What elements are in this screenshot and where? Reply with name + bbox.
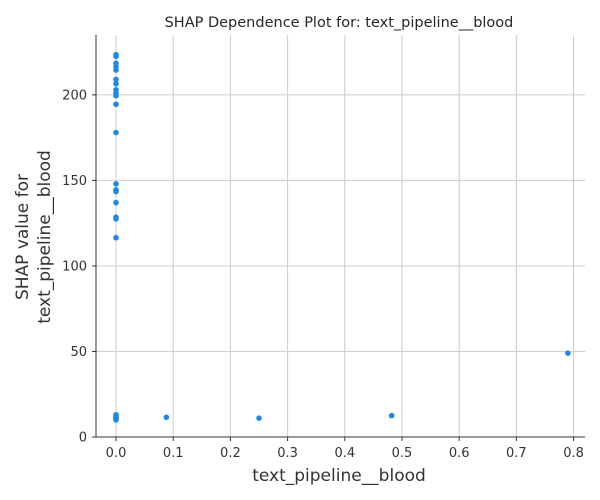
- x-tick-label: 0.6: [449, 446, 470, 461]
- scatter-point: [113, 129, 119, 136]
- scatter-point: [113, 181, 119, 187]
- x-tick-label: 0.4: [334, 446, 355, 461]
- scatter-point: [113, 53, 119, 60]
- x-axis-label: text_pipeline__blood: [252, 466, 426, 486]
- x-tick-label: 0.3: [277, 446, 298, 461]
- scatter-point: [256, 415, 262, 421]
- x-axis-ticks: 0.0 0.1 0.2 0.3 0.4 0.5 0.6 0.7 0.8: [106, 437, 584, 461]
- x-tick-label: 0.8: [563, 446, 584, 461]
- scatter-point: [113, 67, 119, 73]
- scatter-point: [113, 101, 119, 108]
- scatter-point: [113, 76, 119, 83]
- scatter-point: [113, 92, 119, 99]
- scatter-point: [113, 188, 119, 195]
- scatter-point: [113, 234, 119, 241]
- y-tick-label: 150: [62, 174, 87, 189]
- x-gridlines: [115, 35, 575, 437]
- scatter-point: [565, 350, 571, 356]
- scatter-point: [163, 414, 170, 421]
- x-tick-label: 0.0: [106, 446, 127, 461]
- y-tick-label: 200: [62, 88, 87, 103]
- y-axis-label-line-1: SHAP value for: [13, 174, 33, 300]
- scatter-points: [113, 51, 571, 423]
- scatter-point: [388, 412, 395, 419]
- x-tick-label: 0.1: [163, 446, 184, 461]
- scatter-point: [113, 199, 119, 206]
- y-tick-label: 100: [62, 259, 87, 274]
- x-tick-label: 0.7: [506, 446, 527, 461]
- x-tick-label: 0.5: [392, 446, 413, 461]
- chart-title: SHAP Dependence Plot for: text_pipeline_…: [165, 15, 514, 31]
- y-tick-label: 0: [79, 431, 87, 446]
- y-axis-label-line-2: text_pipeline__blood: [35, 150, 55, 324]
- x-tick-label: 0.2: [220, 446, 241, 461]
- scatter-point: [113, 216, 119, 222]
- y-gridlines: [96, 94, 585, 438]
- scatter-point: [113, 417, 119, 423]
- y-tick-label: 50: [70, 345, 87, 360]
- scatter-point: [113, 80, 119, 87]
- y-axis-ticks: 0 50 100 150 200: [62, 88, 96, 446]
